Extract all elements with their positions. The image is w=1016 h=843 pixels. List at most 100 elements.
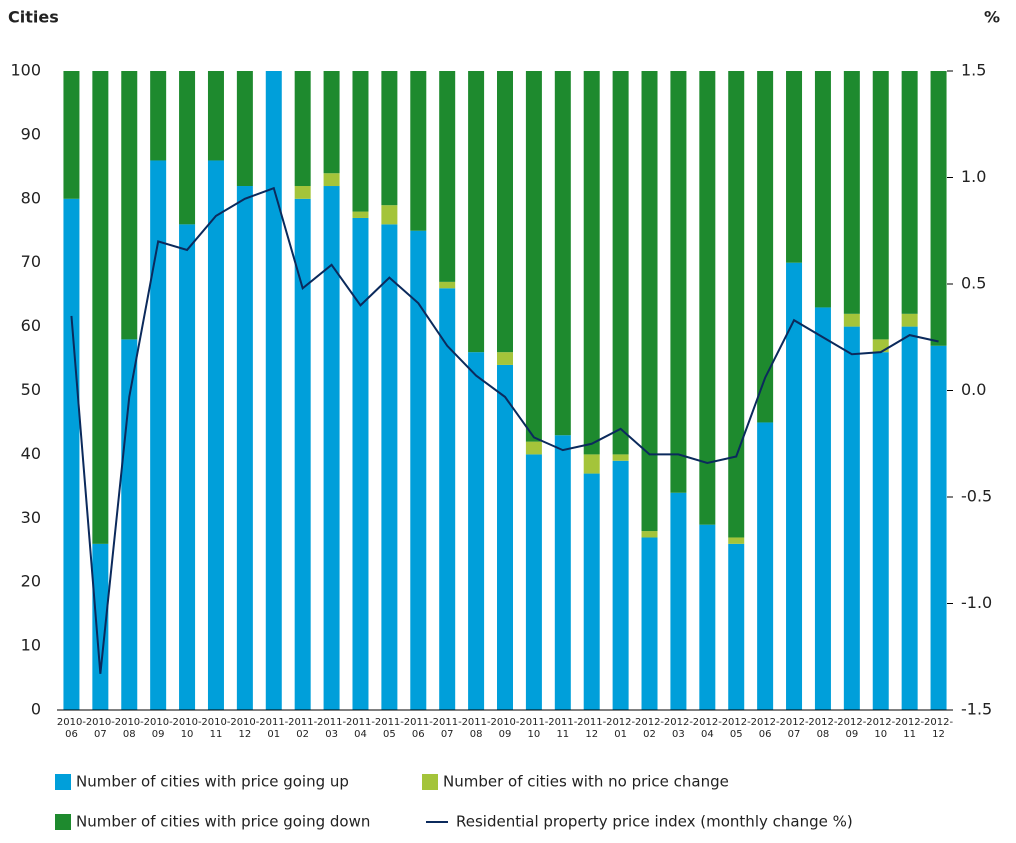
y-tick-label: 70 (21, 252, 41, 271)
bar-segment (236, 71, 253, 187)
x-tick-label: 2011-11 (548, 717, 577, 740)
bar-segment (525, 71, 542, 442)
bar-segment (641, 531, 658, 538)
legend-swatch (422, 774, 438, 790)
y-tick-label: 30 (21, 508, 41, 527)
bar-segment (583, 71, 600, 455)
bar-segment (294, 186, 311, 199)
x-tick-label: 2011-01 (259, 717, 288, 740)
bar-segment (641, 537, 658, 710)
bar-segment (583, 454, 600, 474)
x-tick-label: 2012-05 (722, 717, 751, 740)
bar-segment (699, 71, 716, 525)
x-tick-label: 2012-12 (924, 717, 953, 740)
x-tick-label: 2011-06 (404, 717, 433, 740)
bar-segment (641, 71, 658, 532)
bar-segment (468, 71, 485, 353)
bar-segment (814, 307, 831, 710)
y-tick-label: 0 (31, 700, 41, 719)
bar-segment (381, 224, 398, 711)
bar-segment (323, 71, 340, 174)
bar-segment (872, 352, 889, 710)
legend-label: Number of cities with no price change (443, 773, 729, 791)
legend-label: Residential property price index (monthl… (456, 813, 853, 831)
x-tick-label: 2012-01 (606, 717, 635, 740)
x-tick-label: 2012-10 (866, 717, 895, 740)
bar-segment (525, 441, 542, 455)
legend-swatch (55, 774, 71, 790)
x-tick-label: 2011-10 (519, 717, 548, 740)
bar-segment (323, 173, 340, 187)
y2-tick-label: 1.0 (961, 167, 986, 186)
bar-segment (872, 339, 889, 353)
bar-segment (179, 224, 196, 711)
y2-tick-label: 0.0 (961, 380, 986, 399)
bar-segment (150, 71, 167, 161)
y-axis-label: Cities (8, 8, 59, 27)
legend-label: Number of cities with price going up (76, 773, 349, 791)
bar-segment (179, 71, 196, 225)
bar-segment (497, 352, 513, 365)
bar-segment (612, 460, 629, 710)
bar-segment (554, 71, 571, 436)
x-tick-label: 2012-07 (780, 717, 809, 740)
x-tick-label: 2012-11 (895, 717, 924, 740)
bar-segment (930, 71, 947, 346)
bar-segment (843, 71, 860, 314)
bar-segment (63, 198, 80, 711)
bar-segment (612, 71, 629, 455)
bar-segment (872, 71, 889, 340)
bar-segment (121, 71, 138, 340)
bar-segment (352, 217, 369, 710)
bar-segment (930, 345, 947, 710)
y2-axis-label: % (984, 8, 1000, 27)
x-tick-label: 2011-03 (317, 717, 346, 740)
bar-segment (583, 473, 600, 710)
x-tick-label: 2012-08 (808, 717, 837, 740)
bar-segment (814, 71, 831, 308)
bar-segment (92, 543, 109, 710)
bar-segment (381, 71, 398, 206)
x-tick-label: 2011-08 (462, 717, 491, 740)
line-series (70, 186, 939, 674)
bar-segment (468, 352, 485, 710)
y-tick-label: 60 (21, 316, 41, 335)
y-tick-label: 100 (10, 61, 41, 80)
x-tick-label: 2012-06 (751, 717, 780, 740)
bar-segment (236, 186, 253, 710)
bar-segment (757, 422, 774, 710)
x-tick-label: 2012-04 (693, 717, 722, 740)
bar-segment (525, 454, 542, 710)
y2-tick-label: -1.5 (961, 700, 992, 719)
bar-segment (207, 160, 224, 710)
bar-segment (265, 71, 282, 710)
x-tick-label: 2010-07 (86, 717, 115, 740)
bar-segment (410, 71, 427, 231)
y-tick-label: 40 (21, 444, 41, 463)
x-tick-label: 2012-09 (837, 717, 866, 740)
bar-segment (728, 543, 745, 710)
y-tick-label: 80 (21, 188, 41, 207)
y2-tick-label: -1.0 (961, 593, 992, 612)
bar-segment (63, 71, 80, 199)
x-tick-label: 2012-03 (664, 717, 693, 740)
x-tick-label: 2012-02 (635, 717, 664, 740)
y-tick-label: 10 (21, 636, 41, 655)
bar-segment (728, 537, 745, 544)
bar-segment (497, 364, 513, 710)
bar-segment (757, 71, 774, 423)
bar-segment (352, 71, 369, 212)
y-tick-label: 20 (21, 572, 41, 591)
x-tick-label: 2010-12 (230, 717, 259, 740)
y2-tick-label: 1.5 (961, 61, 986, 80)
y-tick-label: 50 (21, 380, 41, 399)
bar-segment (439, 71, 456, 282)
bar-segment (150, 160, 167, 710)
bar-segment (786, 262, 803, 710)
bar-segment (294, 71, 311, 187)
bar-segment (439, 288, 456, 710)
bar-segment (497, 71, 513, 353)
bar-segment (728, 71, 745, 538)
bar-segment (612, 454, 629, 461)
